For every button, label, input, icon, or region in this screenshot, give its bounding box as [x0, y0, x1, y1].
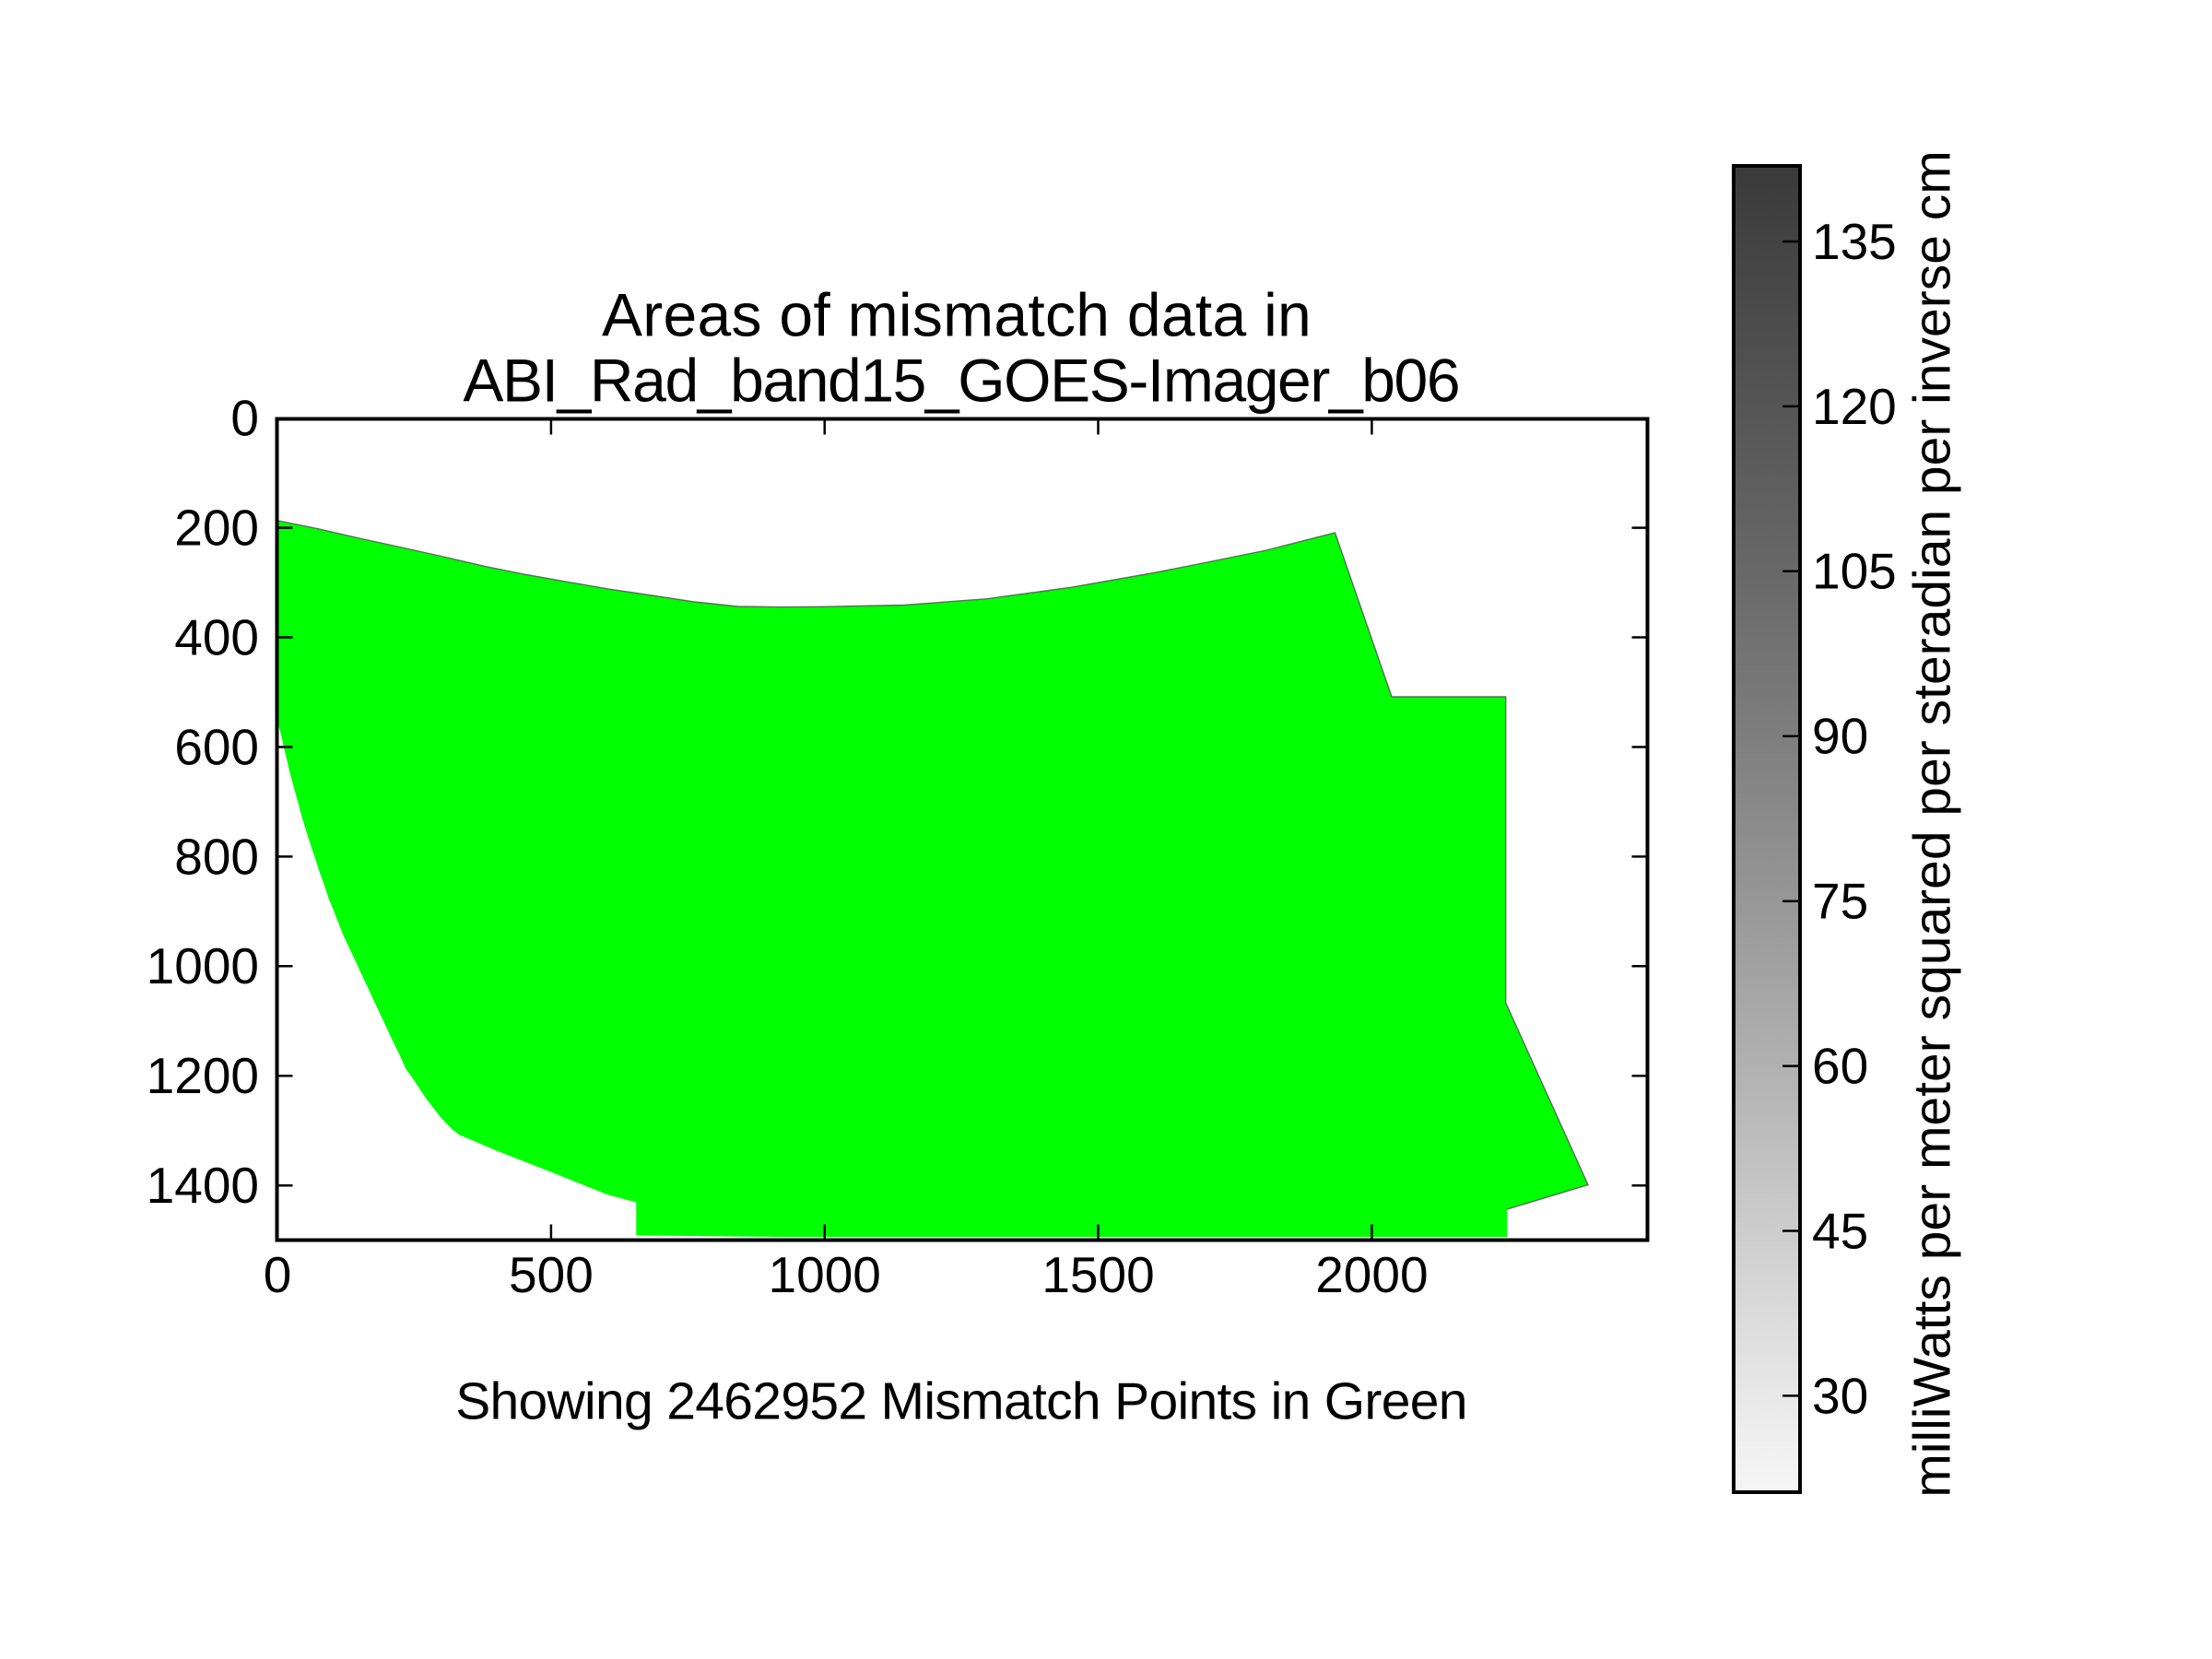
svg-text:500: 500 — [509, 1246, 594, 1303]
svg-text:135: 135 — [1812, 213, 1897, 270]
svg-text:60: 60 — [1812, 1038, 1868, 1095]
svg-text:milliWatts per meter squared p: milliWatts per meter squared per steradi… — [1903, 150, 1962, 1497]
svg-text:400: 400 — [174, 608, 259, 665]
svg-text:1500: 1500 — [1041, 1246, 1154, 1303]
svg-text:600: 600 — [174, 718, 259, 775]
svg-text:75: 75 — [1812, 873, 1868, 930]
svg-text:ABI_Rad_band15_GOES-Imager_b06: ABI_Rad_band15_GOES-Imager_b06 — [463, 346, 1459, 414]
svg-text:120: 120 — [1812, 378, 1897, 435]
svg-text:1400: 1400 — [147, 1157, 259, 1214]
svg-text:0: 0 — [230, 390, 259, 447]
svg-text:90: 90 — [1812, 708, 1868, 765]
svg-text:0: 0 — [264, 1246, 292, 1303]
svg-text:2000: 2000 — [1315, 1246, 1428, 1303]
svg-text:1000: 1000 — [769, 1246, 881, 1303]
svg-text:45: 45 — [1812, 1202, 1868, 1259]
svg-text:1000: 1000 — [147, 937, 259, 994]
svg-text:Areas of mismatch data in: Areas of mismatch data in — [602, 281, 1312, 349]
svg-text:200: 200 — [174, 500, 259, 557]
svg-text:1200: 1200 — [147, 1047, 259, 1104]
svg-text:30: 30 — [1812, 1367, 1868, 1424]
svg-text:Showing 2462952 Mismatch Point: Showing 2462952 Mismatch Points in Green — [455, 1372, 1467, 1431]
svg-text:105: 105 — [1812, 543, 1897, 600]
svg-text:800: 800 — [174, 828, 259, 885]
